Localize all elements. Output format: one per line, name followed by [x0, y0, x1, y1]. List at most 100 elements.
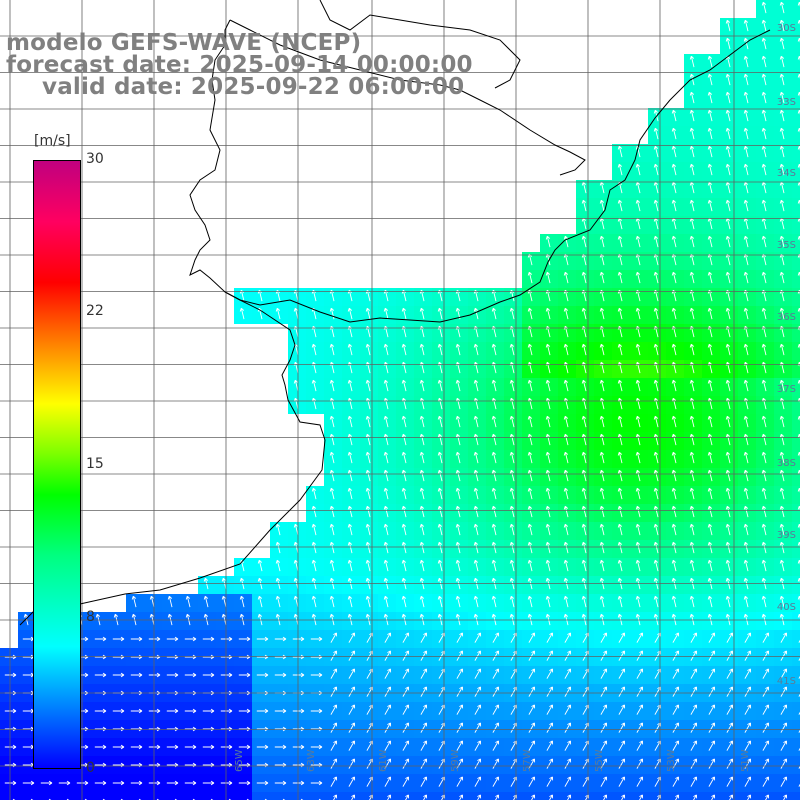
wind-arrow — [762, 722, 770, 733]
wind-arrow — [690, 704, 698, 715]
wind-arrow — [384, 758, 392, 769]
wind-cell — [792, 504, 800, 522]
wind-cell — [792, 774, 800, 792]
wind-arrow — [473, 595, 479, 608]
wind-arrow — [492, 740, 500, 751]
wind-arrow — [762, 632, 770, 643]
wind-arrow — [546, 632, 554, 643]
wind-cell — [792, 234, 800, 252]
wind-arrow — [725, 109, 731, 122]
wind-arrow — [726, 722, 734, 733]
wind-arrow — [437, 541, 443, 554]
wind-arrow — [184, 672, 197, 678]
wind-arrow — [545, 523, 551, 536]
wind-arrow — [330, 758, 338, 769]
wind-arrow — [210, 798, 214, 800]
wind-arrow — [726, 650, 734, 661]
wind-arrow — [546, 686, 554, 697]
wind-arrow — [689, 109, 695, 122]
wind-arrow — [102, 798, 106, 800]
wind-arrow — [599, 307, 605, 320]
wind-arrow — [347, 451, 353, 464]
wind-arrow — [581, 307, 587, 320]
wind-cell — [288, 792, 306, 800]
wind-cell — [54, 792, 72, 800]
wind-cell — [378, 792, 396, 800]
wind-arrow — [564, 776, 572, 787]
wind-arrow — [689, 523, 695, 536]
wind-arrow — [708, 704, 716, 715]
wind-arrow — [690, 776, 698, 787]
wind-arrow — [780, 632, 788, 643]
wind-arrow — [779, 127, 785, 140]
wind-arrow — [761, 199, 767, 212]
wind-arrow — [635, 505, 641, 518]
wind-arrow — [365, 469, 371, 482]
wind-arrow — [581, 541, 587, 554]
wind-arrow — [419, 433, 425, 446]
wind-arrow — [491, 415, 497, 428]
wind-arrow — [690, 758, 698, 769]
wind-arrow — [401, 541, 407, 554]
wind-cell — [324, 792, 342, 800]
wind-arrow — [635, 199, 641, 212]
wind-arrow — [365, 487, 371, 500]
wind-arrow — [293, 541, 299, 554]
wind-arrow — [635, 271, 641, 284]
wind-arrow — [636, 776, 644, 787]
wind-arrow — [636, 686, 644, 697]
wind-arrow — [293, 379, 299, 392]
wind-arrow — [744, 668, 752, 679]
wind-arrow — [581, 505, 587, 518]
wind-arrow — [725, 415, 731, 428]
wind-arrow — [348, 740, 356, 751]
wind-arrow — [383, 433, 389, 446]
wind-arrow — [437, 523, 443, 536]
wind-arrow — [184, 780, 197, 786]
wind-arrow — [275, 307, 281, 320]
wind-cell — [18, 792, 36, 800]
wind-arrow — [419, 379, 425, 392]
wind-arrow — [239, 595, 245, 608]
wind-arrow — [401, 469, 407, 482]
wind-arrow — [94, 672, 107, 678]
wind-cell — [792, 180, 800, 198]
wind-arrow — [112, 780, 125, 786]
wind-arrow — [455, 469, 461, 482]
wind-cell — [792, 360, 800, 378]
wind-arrow — [671, 523, 677, 536]
wind-arrow — [491, 541, 497, 554]
wind-arrow — [383, 595, 389, 608]
wind-arrow — [130, 744, 143, 750]
wind-arrow — [636, 668, 644, 679]
wind-arrow — [383, 523, 389, 536]
wind-arrow — [275, 523, 281, 536]
wind-arrow — [384, 632, 392, 643]
wind-arrow — [743, 55, 749, 68]
wind-arrow — [456, 686, 464, 697]
wind-arrow — [779, 433, 785, 446]
wind-arrow — [779, 181, 785, 194]
wind-arrow — [84, 798, 88, 800]
wind-arrow — [671, 181, 677, 194]
wind-arrow — [743, 235, 749, 248]
wind-arrow — [167, 595, 173, 608]
wind-arrow — [402, 686, 410, 697]
wind-cell — [792, 630, 800, 648]
wind-arrow — [473, 433, 479, 446]
wind-arrow — [707, 505, 713, 518]
wind-arrow — [707, 145, 713, 158]
wind-cell — [792, 486, 800, 504]
wind-arrow — [509, 343, 515, 356]
wind-arrow — [528, 632, 536, 643]
wind-arrow — [112, 672, 125, 678]
wind-arrow — [635, 523, 641, 536]
wind-arrow — [672, 776, 680, 787]
wind-arrow — [348, 776, 356, 787]
wind-arrow — [527, 595, 533, 608]
wind-arrow — [779, 559, 785, 572]
wind-arrow — [671, 109, 677, 122]
